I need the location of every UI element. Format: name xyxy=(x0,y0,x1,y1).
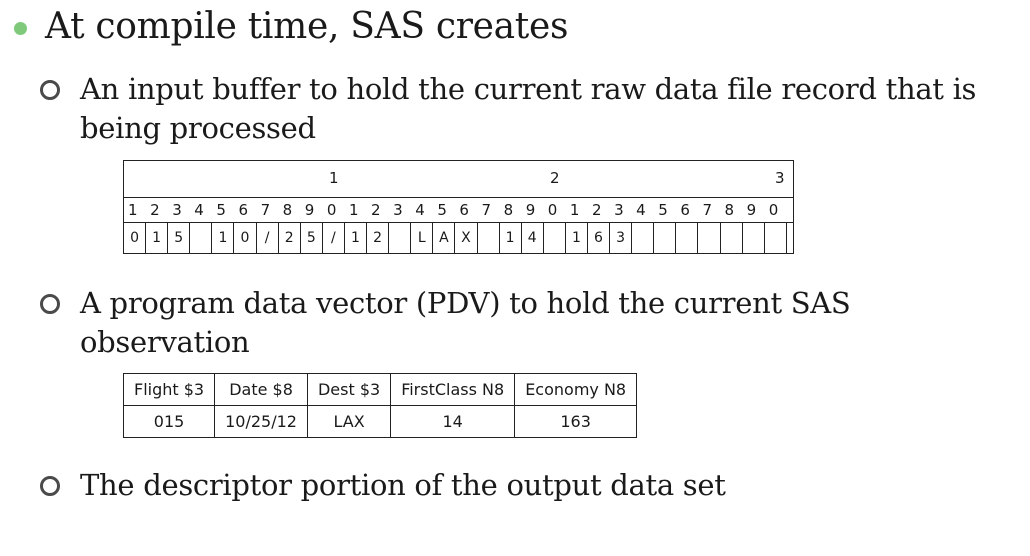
ring-bullet-icon xyxy=(40,476,60,496)
ring-bullet-icon xyxy=(40,294,60,314)
ruler-digit: 9 xyxy=(304,201,315,219)
ruler-tens-label: 2 xyxy=(550,169,560,187)
buffer-cell xyxy=(190,223,213,253)
ruler-digit: 7 xyxy=(260,201,271,219)
pdv-header-cell: Economy N8 xyxy=(514,373,638,406)
buffer-cell xyxy=(743,223,765,253)
ruler-digit: 8 xyxy=(724,201,735,219)
ruler-tens-label: 3 xyxy=(775,169,785,187)
buffer-cell: 3 xyxy=(610,223,633,253)
ruler-tens-row: 1 2 3 xyxy=(124,161,793,198)
ruler-digit: 3 xyxy=(172,201,182,219)
ruler-digit: 5 xyxy=(437,201,447,219)
buffer-cell: A xyxy=(433,223,456,253)
buffer-cell xyxy=(632,223,655,253)
ruler-digit: 2 xyxy=(591,201,602,219)
buffer-cell xyxy=(389,223,412,253)
pdv-value-cell: 10/25/12 xyxy=(214,405,308,438)
sub-bullet-input-buffer: An input buffer to hold the current raw … xyxy=(40,70,1000,148)
bullet-dot-icon xyxy=(14,22,27,35)
sub-bullet-descriptor: The descriptor portion of the output dat… xyxy=(40,466,726,505)
buffer-cell: / xyxy=(323,223,345,253)
ruler-digit: 0 xyxy=(547,201,558,219)
buffer-cell xyxy=(765,223,787,253)
ruler-digit: 7 xyxy=(702,201,712,219)
buffer-cell: 1 xyxy=(146,223,169,253)
buffer-cell: 0 xyxy=(124,223,147,253)
buffer-cell: L xyxy=(411,223,434,253)
buffer-cell: 1 xyxy=(212,223,235,253)
pdv-value-cell: LAX xyxy=(306,405,392,438)
ruler-digit: 1 xyxy=(348,201,359,219)
pdv-value-cell: 163 xyxy=(514,405,638,438)
pdv-header-cell: Date $8 xyxy=(214,373,308,406)
ruler-digit: 0 xyxy=(768,201,779,219)
ruler-digit: 9 xyxy=(746,201,757,219)
pdv-table: Flight $3 Date $8 Dest $3 FirstClass N8 Econ… xyxy=(122,373,638,438)
pdv-header-cell: FirstClass N8 xyxy=(390,373,516,406)
ruler-digit: 7 xyxy=(481,201,492,219)
buffer-cell: 1 xyxy=(500,223,522,253)
pdv-header-cell: Flight $3 xyxy=(122,373,216,406)
pdv-value-row: 015 10/25/12 LAX 14 163 xyxy=(122,405,638,438)
buffer-cell xyxy=(698,223,721,253)
sub-bullet-text: A program data vector (PDV) to hold the … xyxy=(80,286,851,359)
buffer-cell: 2 xyxy=(367,223,390,253)
buffer-cell: 2 xyxy=(279,223,301,253)
ruler-digit: 6 xyxy=(680,201,690,219)
buffer-cell: 1 xyxy=(345,223,368,253)
pdv-value-cell: 015 xyxy=(122,405,216,438)
sub-bullet-text: The descriptor portion of the output dat… xyxy=(80,468,726,502)
buffer-cell: 1 xyxy=(566,223,588,253)
buffer-cell: 5 xyxy=(168,223,191,253)
ruler-digit: 6 xyxy=(238,201,249,219)
ruler-digit: 1 xyxy=(128,201,138,219)
ruler-digit: 6 xyxy=(459,201,469,219)
ruler-digit: 2 xyxy=(150,201,160,219)
buffer-cell xyxy=(544,223,566,253)
ruler-digit: 0 xyxy=(326,201,337,219)
ruler-digit: 4 xyxy=(194,201,204,219)
buffer-cell: 4 xyxy=(522,223,544,253)
ruler-tens-label: 1 xyxy=(329,169,339,187)
ruler-digit: 5 xyxy=(658,201,668,219)
buffer-cell xyxy=(654,223,677,253)
ruler-digit: 8 xyxy=(503,201,514,219)
buffer-cell xyxy=(478,223,500,253)
ruler-digit: 9 xyxy=(525,201,536,219)
buffer-cell: X xyxy=(455,223,478,253)
buffer-cell: 0 xyxy=(234,223,257,253)
buffer-cell: 5 xyxy=(301,223,323,253)
buffer-cell: 6 xyxy=(588,223,611,253)
pdv-header-row: Flight $3 Date $8 Dest $3 FirstClass N8 Econ… xyxy=(122,373,638,406)
ring-bullet-icon xyxy=(40,80,60,100)
buffer-cell xyxy=(721,223,743,253)
ruler-digit: 1 xyxy=(569,201,580,219)
ruler-digit: 8 xyxy=(282,201,293,219)
pdv-value-cell: 14 xyxy=(390,405,516,438)
ruler-digit: 3 xyxy=(614,201,624,219)
sub-bullet-text: An input buffer to hold the current raw … xyxy=(80,72,977,145)
buffer-record-row: 0 1 5 1 0/2 5/1 2 L A X 1 4 1 6 3 xyxy=(124,223,793,254)
buffer-cell xyxy=(676,223,699,253)
sub-bullet-pdv: A program data vector (PDV) to hold the … xyxy=(40,284,1000,362)
ruler-digit: 3 xyxy=(393,201,403,219)
buffer-cell: / xyxy=(257,223,279,253)
slide-heading: At compile time, SAS creates xyxy=(45,6,569,47)
pdv-header-cell: Dest $3 xyxy=(306,373,392,406)
ruler-digit: 2 xyxy=(371,201,381,219)
ruler-digit: 4 xyxy=(415,201,425,219)
ruler-digit: 5 xyxy=(216,201,226,219)
ruler-digit: 4 xyxy=(636,201,646,219)
main-bullet: At compile time, SAS creates xyxy=(14,6,568,47)
